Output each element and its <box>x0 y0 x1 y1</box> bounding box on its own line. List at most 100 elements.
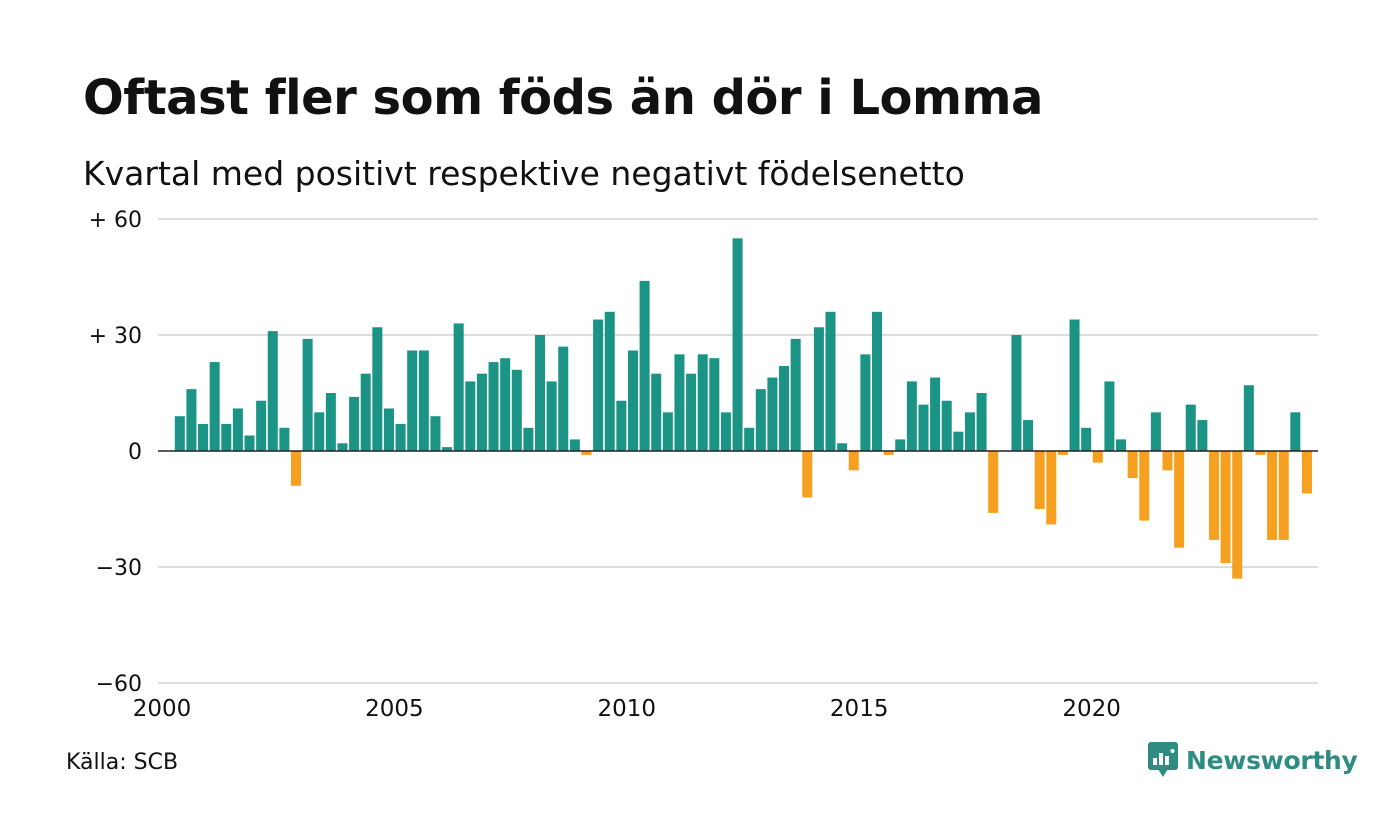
bar <box>790 338 801 451</box>
bar <box>895 439 906 451</box>
bar <box>535 335 546 451</box>
newsworthy-logo-icon <box>1148 742 1178 777</box>
bar <box>256 400 267 451</box>
bar <box>662 412 673 451</box>
bar <box>871 311 883 451</box>
bar <box>755 389 766 451</box>
bar <box>476 373 487 451</box>
bar <box>465 381 476 451</box>
bar <box>802 451 813 498</box>
bar <box>186 389 197 451</box>
bar <box>1185 404 1196 451</box>
bar <box>918 404 929 451</box>
y-tick-label: −30 <box>96 556 142 581</box>
bar <box>906 381 917 451</box>
bar <box>1290 412 1301 451</box>
bar <box>488 362 499 451</box>
x-tick-label: 2005 <box>365 696 424 722</box>
bar <box>198 423 209 451</box>
bar <box>779 365 790 451</box>
bar <box>639 280 650 451</box>
bar <box>837 443 848 451</box>
bar <box>604 311 615 451</box>
bar <box>627 350 638 451</box>
x-tick-label: 2020 <box>1062 696 1121 722</box>
brand: Newsworthy <box>1148 742 1358 778</box>
bar <box>581 451 592 455</box>
bar <box>1232 451 1243 579</box>
bar <box>360 373 371 451</box>
x-tick-label: 2000 <box>133 696 192 722</box>
bar <box>744 427 755 451</box>
bar <box>848 451 859 471</box>
bar <box>825 311 836 451</box>
bar <box>953 431 964 451</box>
bar <box>558 346 569 451</box>
bar <box>337 443 348 451</box>
bar <box>244 435 255 451</box>
bar <box>1243 385 1254 451</box>
bar <box>930 377 941 451</box>
bar <box>732 238 743 451</box>
bars <box>174 238 1312 579</box>
y-tick-label: −60 <box>96 672 142 697</box>
bar <box>860 354 871 451</box>
grid-lines <box>158 218 1318 684</box>
bar <box>976 393 987 451</box>
bar <box>1011 335 1022 451</box>
bar <box>1092 451 1103 463</box>
bar <box>1197 420 1208 451</box>
bar <box>174 416 185 451</box>
bar <box>1034 451 1045 509</box>
x-axis-ticks: 2000 2005 2010 2015 2020 <box>133 696 1121 722</box>
bar <box>964 412 975 451</box>
y-tick-label: 0 <box>128 440 142 465</box>
bar <box>442 447 453 451</box>
bar <box>500 358 511 451</box>
source-note: Källa: SCB <box>66 750 179 775</box>
bar <box>767 377 778 451</box>
bar <box>232 408 243 451</box>
bar <box>302 338 313 451</box>
bar <box>674 354 685 451</box>
bar <box>720 412 731 451</box>
x-tick-label: 2010 <box>598 696 657 722</box>
bar <box>1255 451 1266 455</box>
bar <box>349 396 360 451</box>
y-axis-ticks: + 60 + 30 0 −30 −60 <box>89 208 142 697</box>
bar <box>1139 451 1150 521</box>
bar <box>616 400 627 451</box>
bar <box>569 439 580 451</box>
brand-name: Newsworthy <box>1186 745 1358 775</box>
bar <box>988 451 999 513</box>
bar <box>314 412 325 451</box>
bar <box>1162 451 1173 471</box>
bar <box>1208 451 1219 540</box>
chart-subtitle: Kvartal med positivt respektive negativt… <box>83 154 965 193</box>
bar <box>523 427 534 451</box>
bar <box>511 369 522 451</box>
bar <box>941 400 952 451</box>
chart-title: Oftast fler som föds än dör i Lomma <box>83 70 1043 126</box>
bar <box>1104 381 1115 451</box>
bar <box>686 373 697 451</box>
x-tick-label: 2015 <box>830 696 889 722</box>
bar <box>709 358 720 451</box>
bar <box>651 373 662 451</box>
bar <box>1174 451 1185 548</box>
bar <box>383 408 394 451</box>
bar <box>453 323 464 451</box>
bar <box>546 381 557 451</box>
bar <box>279 427 290 451</box>
bar <box>593 319 604 451</box>
bar <box>697 354 708 451</box>
bar <box>290 451 302 486</box>
bar <box>1057 451 1068 455</box>
bar <box>1150 412 1161 451</box>
bar <box>1220 451 1231 564</box>
bar <box>1023 420 1034 451</box>
bar <box>418 350 429 451</box>
bar <box>325 393 336 451</box>
y-tick-label: + 30 <box>89 324 142 349</box>
